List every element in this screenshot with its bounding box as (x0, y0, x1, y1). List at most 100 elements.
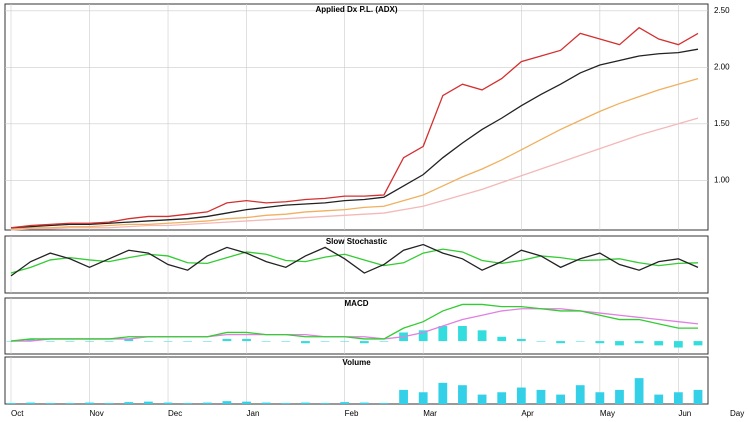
x-tick-label: Jan (247, 409, 260, 418)
x-tick-label: Feb (345, 409, 359, 418)
y-tick-label: 2.50 (714, 6, 730, 15)
bar (222, 338, 232, 342)
bar (202, 341, 212, 342)
bar (202, 402, 212, 404)
bar (320, 403, 330, 404)
bar (615, 389, 624, 404)
bar (634, 378, 644, 404)
bar (654, 341, 664, 346)
bar (144, 341, 153, 342)
bar (379, 341, 389, 342)
series-line (10, 117, 699, 231)
panel-title: Volume (342, 358, 371, 367)
bar (261, 341, 271, 342)
bar (438, 382, 448, 404)
bar (26, 402, 36, 404)
bar (477, 394, 487, 404)
bar (65, 403, 75, 404)
bar (693, 341, 703, 346)
bar (359, 402, 369, 404)
x-axis-label: Day (730, 409, 744, 418)
bar (124, 402, 134, 404)
series-line (10, 243, 699, 277)
bar (575, 385, 585, 404)
series-line (10, 48, 699, 229)
bar (183, 403, 193, 404)
x-tick-label: Mar (423, 409, 437, 418)
bar (6, 403, 16, 404)
x-tick-label: Apr (521, 409, 534, 418)
bar (45, 341, 55, 342)
x-tick-label: Jun (678, 409, 691, 418)
y-tick-label: 2.00 (714, 62, 730, 71)
series-line (10, 248, 699, 274)
bar (634, 341, 644, 344)
panel-frame (4, 3, 709, 231)
bar (85, 402, 94, 404)
bar (615, 341, 624, 346)
bar (497, 336, 507, 342)
bar (85, 341, 94, 342)
bar (301, 402, 310, 404)
bar (693, 389, 703, 404)
bar (418, 392, 428, 404)
panel-frame (4, 297, 709, 355)
bar (438, 326, 448, 342)
bar (497, 392, 507, 404)
bar (516, 338, 526, 342)
panel-title: Slow Stochastic (326, 237, 388, 246)
bar (379, 403, 389, 404)
bar (261, 402, 271, 404)
bar (45, 403, 55, 404)
bar (144, 401, 153, 404)
y-tick-label: 1.00 (714, 175, 730, 184)
bar (536, 341, 546, 342)
x-tick-label: Nov (90, 409, 104, 418)
bar (575, 341, 585, 342)
bar (595, 341, 605, 344)
series-line (10, 303, 698, 342)
bar (418, 330, 428, 342)
bar (399, 389, 408, 404)
series-line (10, 26, 699, 229)
bar (104, 341, 114, 342)
bar (673, 341, 683, 348)
bar (301, 341, 310, 344)
bar (477, 330, 487, 342)
panel-frame (4, 356, 709, 405)
y-tick-label: 1.50 (714, 119, 730, 128)
panel-title: MACD (345, 299, 369, 308)
bar (281, 403, 291, 404)
bar (556, 341, 565, 344)
bar (104, 403, 114, 404)
bar (242, 401, 251, 404)
bar (458, 385, 467, 404)
series-line (10, 77, 699, 230)
bar (516, 387, 526, 404)
bar (65, 341, 75, 342)
bar (183, 341, 193, 342)
bar (124, 338, 134, 342)
bar (595, 392, 605, 404)
bar (340, 341, 350, 342)
panel-frame (4, 235, 709, 294)
bar (222, 401, 232, 404)
x-tick-label: May (600, 409, 615, 418)
bar (556, 394, 565, 404)
bar (359, 341, 369, 344)
x-tick-label: Dec (168, 409, 182, 418)
bar (281, 341, 291, 342)
bar (673, 392, 683, 404)
bar (320, 341, 330, 342)
bar (458, 326, 467, 342)
bar (163, 402, 173, 404)
x-tick-label: Oct (11, 409, 24, 418)
panel-title: Applied Dx P.L. (ADX) (315, 5, 397, 14)
bar (242, 338, 251, 342)
bar (340, 402, 350, 404)
bar (536, 389, 546, 404)
bar (163, 341, 173, 342)
bar (654, 394, 664, 404)
bar (26, 338, 36, 342)
